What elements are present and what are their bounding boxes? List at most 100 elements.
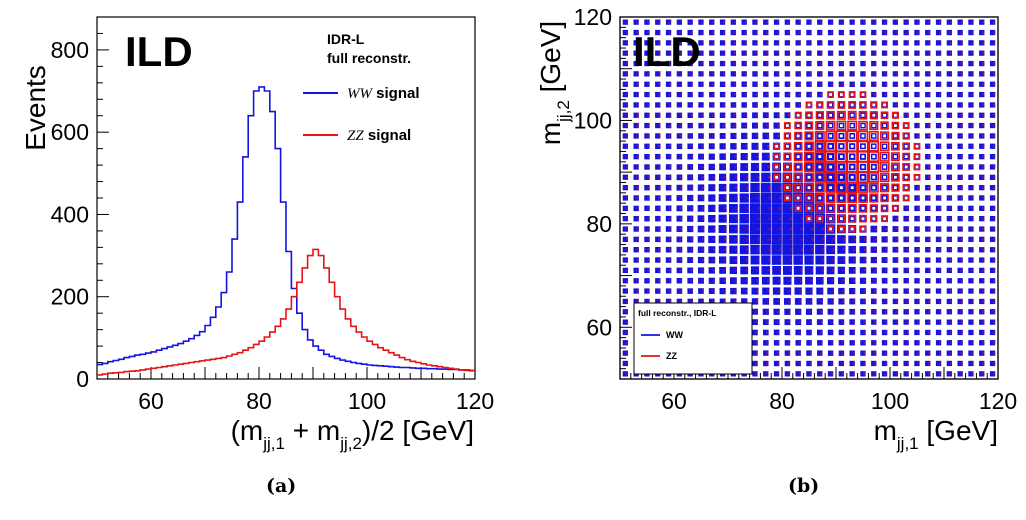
zz-box [842, 311, 845, 314]
zz-box [658, 248, 661, 251]
zz-box [906, 21, 909, 24]
zz-box [831, 73, 834, 76]
zz-box [906, 62, 909, 65]
zz-box [680, 155, 683, 158]
zz-box [766, 321, 769, 324]
zz-box [950, 114, 953, 117]
zz-box [906, 373, 909, 376]
zz-box [755, 104, 758, 107]
zz-box [636, 300, 639, 303]
zz-box [874, 279, 877, 282]
zz-box [874, 93, 877, 96]
zz-box [658, 155, 661, 158]
zz-box [701, 279, 704, 282]
zz-box [993, 73, 996, 76]
zz-box [636, 145, 639, 148]
zz-box [777, 21, 780, 24]
zz-box-center [851, 197, 854, 200]
zz-box [680, 259, 683, 262]
zz-box [701, 124, 704, 127]
zz-box [842, 21, 845, 24]
zz-box [960, 331, 963, 334]
zz-box-center [829, 104, 832, 107]
zz-box [982, 342, 985, 345]
zz-box [702, 207, 705, 210]
zz-box [906, 321, 909, 324]
zz-box [755, 62, 758, 65]
zz-box-center [883, 145, 886, 148]
zz-box-center [916, 155, 919, 158]
zz-box [626, 331, 629, 334]
zz-box-center [818, 145, 821, 148]
zz-box [788, 104, 791, 107]
zz-box [993, 52, 996, 55]
zz-box [960, 62, 963, 65]
zz-box [768, 248, 771, 251]
zz-box [917, 83, 920, 86]
zz-box [993, 269, 996, 272]
zz-box [864, 290, 867, 293]
zz-box [766, 93, 769, 96]
zz-box [636, 290, 639, 293]
zz-box [950, 52, 953, 55]
zz-box [852, 83, 855, 86]
zz-box [701, 155, 704, 158]
zz-box-center [883, 197, 886, 200]
zz-box [960, 373, 963, 376]
zz-box [777, 135, 780, 138]
zz-box-center [894, 207, 897, 210]
zz-box-center [818, 197, 821, 200]
zz-box [779, 238, 782, 241]
zz-box [626, 73, 629, 76]
zz-box [788, 352, 791, 355]
zz-box [917, 31, 920, 34]
zz-box [907, 238, 910, 241]
zz-box-center [808, 197, 811, 200]
zz-box [993, 331, 996, 334]
zz-box [852, 373, 855, 376]
zz-box-center [808, 114, 811, 117]
zz-box [950, 352, 953, 355]
zz-box [735, 207, 738, 210]
zz-box [950, 331, 953, 334]
zz-box [971, 238, 974, 241]
zz-box [863, 31, 866, 34]
zz-box [863, 73, 866, 76]
zz-box [680, 300, 683, 303]
zz-box-center [905, 166, 908, 169]
zz-box [768, 228, 771, 231]
zz-box [800, 279, 803, 282]
zz-box [842, 321, 845, 324]
zz-box [960, 73, 963, 76]
zz-box [723, 42, 726, 45]
zz-box [647, 290, 650, 293]
zz-box [982, 124, 985, 127]
zz-box [755, 114, 758, 117]
zz-box [896, 31, 899, 34]
zz-box-center [905, 135, 908, 138]
zz-box [777, 300, 780, 303]
zz-box [746, 197, 749, 200]
zz-box [960, 21, 963, 24]
zz-box [669, 228, 672, 231]
zz-box [971, 362, 974, 365]
zz-box [734, 83, 737, 86]
zz-box-center [808, 145, 811, 148]
zz-box [724, 207, 727, 210]
y-tick-label: 200 [51, 284, 89, 310]
zz-box [809, 31, 812, 34]
zz-box [971, 114, 974, 117]
zz-box [744, 62, 747, 65]
zz-box-center [851, 186, 854, 189]
zz-box [756, 279, 759, 282]
zz-box [801, 259, 804, 262]
x-tick-label: 120 [456, 388, 494, 414]
zz-box [723, 93, 726, 96]
zz-box [758, 238, 761, 241]
zz-box [950, 342, 953, 345]
zz-box [885, 321, 888, 324]
zz-box [885, 352, 888, 355]
zz-box [971, 300, 974, 303]
zz-box [669, 290, 672, 293]
zz-box [756, 300, 759, 303]
